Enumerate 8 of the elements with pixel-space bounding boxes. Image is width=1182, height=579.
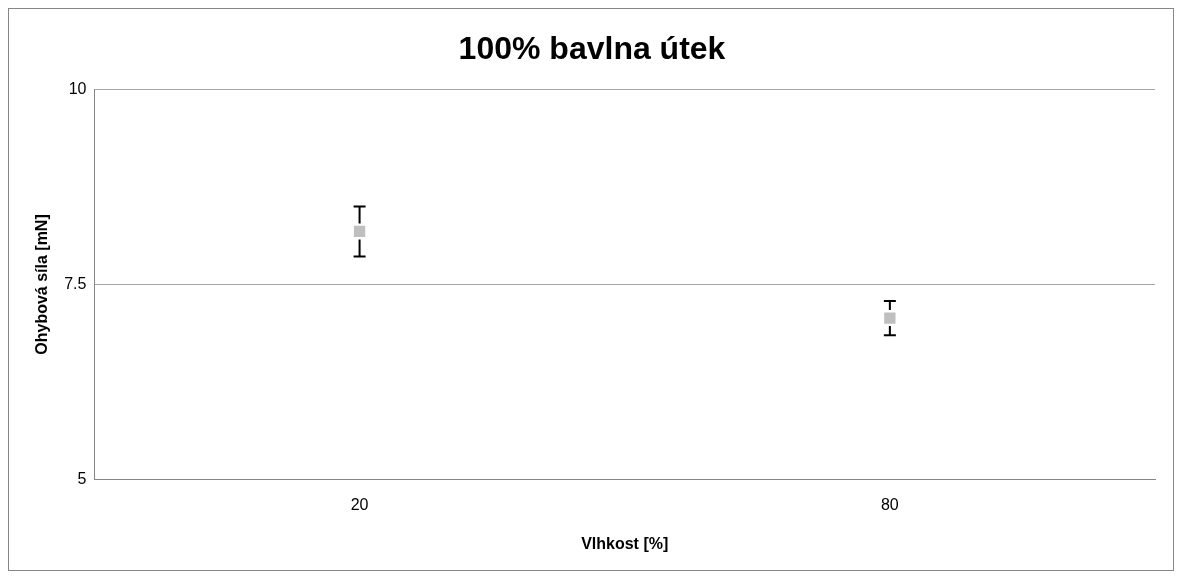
x-tick-label: 20 [350,495,369,513]
x-tick-label: 80 [880,495,899,513]
y-axis-title: Ohybová síla [mN] [33,214,51,355]
y-tick-label: 5 [77,470,87,488]
y-tick-label: 7.5 [64,274,87,292]
chart-title: 100% bavlna útek [458,30,726,67]
x-axis-title: Vlhkost [%] [581,534,669,552]
y-tick-label: 10 [68,79,87,97]
